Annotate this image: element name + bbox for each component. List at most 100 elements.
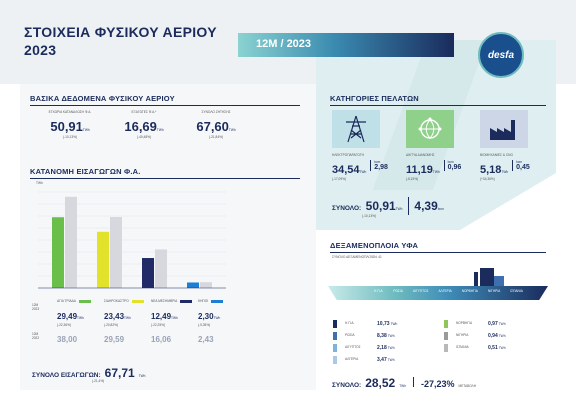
ship-label: ΑΛΓΕΡΙΑ [438,289,452,293]
import-value-2022: 29,59 [104,335,125,345]
imports-chart [38,191,226,289]
industry-icon [480,110,528,148]
country-swatch [333,332,337,340]
import-unit: TWh [77,315,84,320]
ship-label: Η.Π.Α. [374,289,384,293]
bar-2022 [65,196,77,288]
basics-unit: TWh [228,127,236,132]
country-value: 2,18 [377,345,387,351]
customer-value: 34,54 [332,163,360,176]
import-item-kipoi: ΚΗΠΟΙ 2,30TWh (-5,35%) 2,43 [198,299,238,345]
lng-country-row: ΙΣΠΑΝΙΑ 0,51 TWh [444,342,544,354]
import-value-2022: 2,43 [198,335,214,345]
country-value: 3,47 [377,357,387,363]
lng-total-change: -27,23% [420,379,455,389]
country-value: 0,97 [488,321,498,327]
customers-total-bcm: 4,39 [414,199,438,213]
lng-subtitle: ΣΥΝΟΛΟ ΔΕΞΑΜΕΝΟΠΛΟΙΩΝ: 41 [332,255,382,259]
import-change: (-5,35%) [198,322,211,327]
ship-mast [474,272,478,286]
ship-bridge [480,268,494,286]
basics-change: (-40,48%) [137,134,151,139]
country-value: 8,38 [377,333,387,339]
basics-change: (-21,84%) [209,134,223,139]
ship-label: ΙΣΠΑΝΙΑ [510,289,523,293]
customers-total: ΣΥΝΟΛΟ: 50,91TWh (-10,13%) 4,39bcm [332,197,444,219]
lng-country-row: Η.Π.Α. 10,73 TWh [333,318,433,330]
import-value-2023: 29,49 [57,311,78,321]
customer-change: (+34,36%) [480,176,495,181]
page-title-line1: ΣΤΟΙΧΕΙΑ ΦΥΣΙΚΟΥ ΑΕΡΙΟΥ [24,24,217,40]
import-value-2022: 38,00 [57,335,78,345]
imports-total-label: ΣΥΝΟΛΟ ΕΙΣΑΓΩΓΩΝ: [32,372,101,379]
ship-labels: Η.Π.Α. ΡΩΣΙΑ ΑΙΓΥΠΤΟΣ ΑΛΓΕΡΙΑ ΝΟΡΒΗΓΙΑ Ν… [374,289,523,294]
row-label-2022: 12Μ 2022 [32,332,40,340]
customer-label: ΒΙΟΜΗΧΑΝΙΕΣ & CNG [480,153,513,157]
basics-item-demand: ΣΥΝΟΛΟ ΖΗΤΗΣΗΣ 67,60TWh (-21,84%) [182,110,250,139]
country-value: 0,51 [488,345,498,351]
basics-value: 16,69 [124,118,157,134]
customer-sub-unit: bcm [374,159,381,164]
import-unit: TWh [213,315,221,320]
basics-unit: TWh [82,127,90,132]
import-value-2023: 23,43 [104,311,125,321]
country-swatch [444,332,448,340]
country-swatch [333,320,337,328]
network-globe-icon [418,117,442,139]
country-name: ΙΣΠΑΝΙΑ [456,345,469,350]
color-swatch [180,300,193,304]
basics-unit: TWh [156,127,164,132]
country-name: ΑΙΓΥΠΤΟΣ [345,345,361,350]
country-name: ΝΟΡΒΗΓΙΑ [456,321,473,326]
country-swatch [333,344,337,352]
lng-total-label: ΣΥΝΟΛΟ: [332,382,362,389]
customer-unit: TWh [501,169,509,174]
ship-label: ΝΟΡΒΗΓΙΑ [461,289,478,293]
country-swatch [444,320,448,328]
basics-item-exports: ΕΞΑΓΩΓΕΣ Φ.Α.* 16,69TWh (-40,48%) [110,110,178,139]
lng-country-row: ΝΙΓΗΡΙΑ 0,94 TWh [444,330,544,342]
customer-change: (-17,09%) [332,176,346,181]
lng-total-divider [412,377,414,387]
import-change: (-22,25%) [151,322,165,327]
customers-underline [330,105,546,106]
customer-item-industry: ΒΙΟΜΗΧΑΝΙΕΣ & CNG 5,18TWh (+34,36%) bcm … [480,153,544,181]
customers-total-unit: TWh [395,207,403,211]
page-title: ΣΤΟΙΧΕΙΑ ΦΥΣΙΚΟΥ ΑΕΡΙΟΥ 2023 [24,24,217,58]
pylon-icon [346,115,366,143]
basics-label: ΕΞΑΓΩΓΕΣ Φ.Α.* [131,110,157,114]
imports-total-value: 67,71 [104,366,135,380]
country-swatch [333,356,337,364]
customer-item-power: ΗΛΕΚΤΡΟΠΑΡΑΓΩΓΗ 34,54TWh (-17,09%) bcm 2… [332,153,396,181]
import-item-agia-triada: ΑΓΙΑ ΤΡΙΑΔΑ 29,49TWh (-22,36%) 38,00 [57,299,103,345]
ship-label: ΡΩΣΙΑ [393,289,403,293]
factory-icon [490,120,515,140]
customers-title: ΚΑΤΗΓΟΡΙΕΣ ΠΕΛΑΤΩΝ [330,94,419,103]
import-change: (-20,82%) [104,322,118,327]
lng-total-value: 28,52 [365,376,396,390]
bar-2022 [110,216,122,288]
ship-hull [328,286,548,300]
basics-change: (-10,13%) [63,134,77,139]
country-value: 10,73 [377,321,390,327]
customer-sub-value: 2,98 [374,163,388,171]
ship-label: ΝΙΓΗΡΙΑ [487,289,501,293]
logo-text: desfa [487,49,515,61]
bar-2023 [142,258,154,288]
lng-ship: Η.Π.Α. ΡΩΣΙΑ ΑΙΓΥΠΤΟΣ ΑΛΓΕΡΙΑ ΝΟΡΒΗΓΙΑ Ν… [328,262,548,306]
row-label-2023: 12Μ 2023 [32,303,40,311]
lng-title: ΔΕΞΑΜΕΝΟΠΛΟΙΑ ΥΦΑ [330,241,419,250]
customers-total-bcm-unit: bcm [437,207,444,211]
import-item-nea-mesimvria: ΝΕΑ ΜΕΣΗΜΒΡΙΑ 12,49TWh (-22,25%) 16,06 [151,299,197,344]
color-swatch [78,300,91,304]
import-value-2023: 12,49 [151,311,172,321]
period-label: 12Μ / 2023 [256,38,312,50]
import-change: (-22,36%) [57,322,71,327]
import-name: ΑΓΙΑ ΤΡΙΑΔΑ [57,299,76,303]
bar-2023 [52,217,64,288]
country-name: ΡΩΣΙΑ [345,333,355,338]
imports-total-change: (-21,4%) [92,379,105,383]
country-unit: TWh [498,346,506,350]
country-unit: TWh [498,322,506,326]
import-unit: TWh [124,315,131,320]
